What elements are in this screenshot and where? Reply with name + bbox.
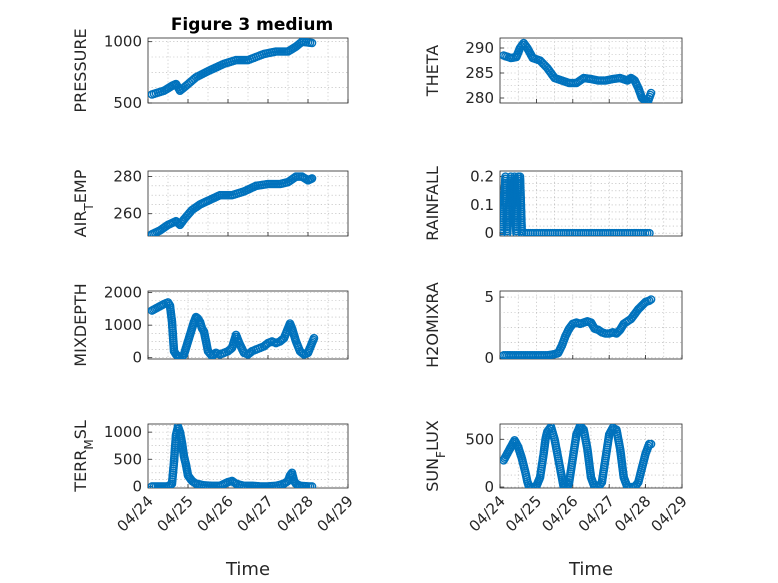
y-tick-label: 5 bbox=[484, 288, 494, 306]
x-tick-label: 04/24 bbox=[114, 492, 157, 535]
data-point bbox=[173, 218, 182, 227]
x-tick-label: 04/29 bbox=[314, 492, 357, 535]
x-tick-label: 04/24 bbox=[466, 492, 509, 535]
y-tick-label: 280 bbox=[113, 168, 142, 186]
mixdepth-subplot: 0 1000 2000 MIXDEPTH bbox=[71, 283, 349, 367]
data-point bbox=[646, 88, 656, 98]
x-tick-label: 04/28 bbox=[274, 492, 317, 535]
y-tick-label: 500 bbox=[113, 94, 142, 112]
figure-title: Figure 3 medium bbox=[171, 15, 333, 35]
sun_flux-series bbox=[500, 424, 656, 488]
y-tick-label: 0 bbox=[484, 224, 494, 242]
y-tick-label: 285 bbox=[465, 64, 494, 82]
data-point bbox=[646, 295, 656, 304]
rainfall-subplot: 0 0.1 0.2 RAINFALL bbox=[423, 166, 683, 242]
air_temp-subplot: 260 280 AIRTEMP bbox=[71, 168, 349, 237]
theta-y-axis-label: THETA bbox=[423, 45, 442, 97]
sun_flux-y-axis-label: SUNFLUX bbox=[423, 420, 448, 492]
y-tick-label: 0.1 bbox=[470, 196, 494, 214]
theta-subplot: 280 285 290 THETA bbox=[423, 37, 683, 107]
y-tick-label: 0 bbox=[132, 349, 142, 367]
data-point bbox=[645, 228, 654, 236]
data-point bbox=[307, 174, 317, 183]
y-tick-label: 0.2 bbox=[470, 168, 494, 186]
x-tick-label: 04/27 bbox=[234, 492, 277, 535]
y-tick-label: 500 bbox=[465, 430, 494, 448]
air_temp-series bbox=[148, 172, 317, 236]
h2omixra-series bbox=[500, 295, 656, 359]
terr_msl-y-axis-label: TERRMSL bbox=[71, 420, 96, 493]
data-point bbox=[173, 351, 183, 359]
y-tick-label: 290 bbox=[465, 39, 494, 57]
x-tick-label: 04/25 bbox=[502, 492, 545, 535]
y-tick-label: 0 bbox=[484, 349, 494, 367]
terr_msl-series bbox=[148, 424, 317, 488]
h2omixra-y-axis-label: H2OMIXRA bbox=[423, 282, 442, 368]
x-tick-label: 04/25 bbox=[154, 492, 197, 535]
y-tick-label: 0 bbox=[132, 477, 142, 495]
data-point bbox=[307, 38, 317, 48]
air_temp-y-axis-label: AIRTEMP bbox=[71, 169, 96, 237]
data-point bbox=[174, 352, 184, 359]
data-point bbox=[197, 480, 207, 488]
h2omixra-subplot: 0 5 H2OMIXRA bbox=[423, 282, 683, 368]
x-tick-label: 04/28 bbox=[611, 492, 654, 535]
x-tick-label: 04/29 bbox=[648, 492, 691, 535]
data-point bbox=[644, 296, 654, 306]
x-tick-label: 04/26 bbox=[194, 492, 237, 535]
pressure-series bbox=[148, 38, 317, 99]
x-tick-label: 04/27 bbox=[575, 492, 618, 535]
rainfall-series bbox=[500, 172, 654, 236]
pressure-subplot: 500 1000 PRESSURE bbox=[71, 28, 349, 113]
data-point bbox=[307, 482, 317, 488]
mixdepth-series bbox=[148, 298, 319, 359]
terr_msl-x-axis-label: Time bbox=[225, 559, 270, 580]
pressure-y-axis-label: PRESSURE bbox=[71, 28, 90, 112]
y-tick-label: 260 bbox=[113, 205, 142, 223]
data-point bbox=[195, 480, 205, 488]
x-tick-label: 04/26 bbox=[538, 492, 581, 535]
data-point bbox=[646, 439, 656, 449]
data-point bbox=[309, 333, 319, 343]
y-tick-label: 1000 bbox=[104, 316, 142, 334]
y-tick-label: 280 bbox=[465, 89, 494, 107]
data-point bbox=[237, 480, 247, 488]
y-tick-label: 1000 bbox=[104, 423, 142, 441]
y-tick-label: 2000 bbox=[104, 284, 142, 302]
data-point bbox=[235, 480, 245, 488]
mixdepth-y-axis-label: MIXDEPTH bbox=[71, 283, 90, 366]
y-tick-label: 500 bbox=[113, 450, 142, 468]
sun_flux-x-axis-label: Time bbox=[568, 559, 613, 580]
y-tick-label: 1000 bbox=[104, 33, 142, 51]
y-tick-label: 0 bbox=[484, 478, 494, 496]
theta-series bbox=[500, 38, 656, 103]
rainfall-y-axis-label: RAINFALL bbox=[423, 166, 442, 241]
